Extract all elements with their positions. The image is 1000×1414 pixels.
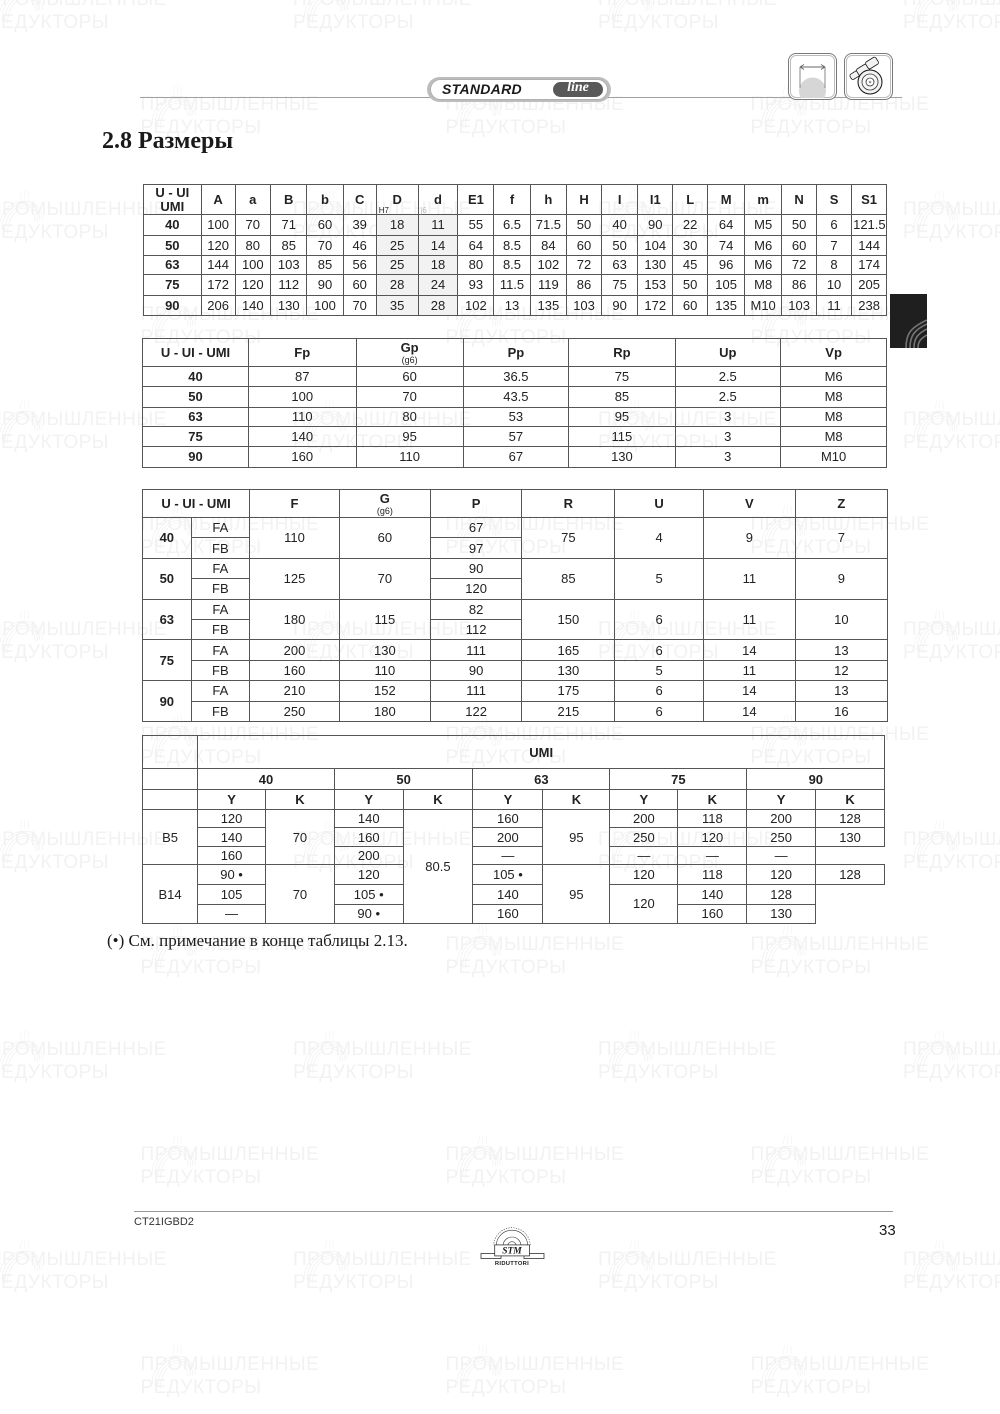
svg-text:RIDUTTORI: RIDUTTORI (495, 1261, 529, 1267)
svg-text:STM: STM (502, 1246, 522, 1256)
